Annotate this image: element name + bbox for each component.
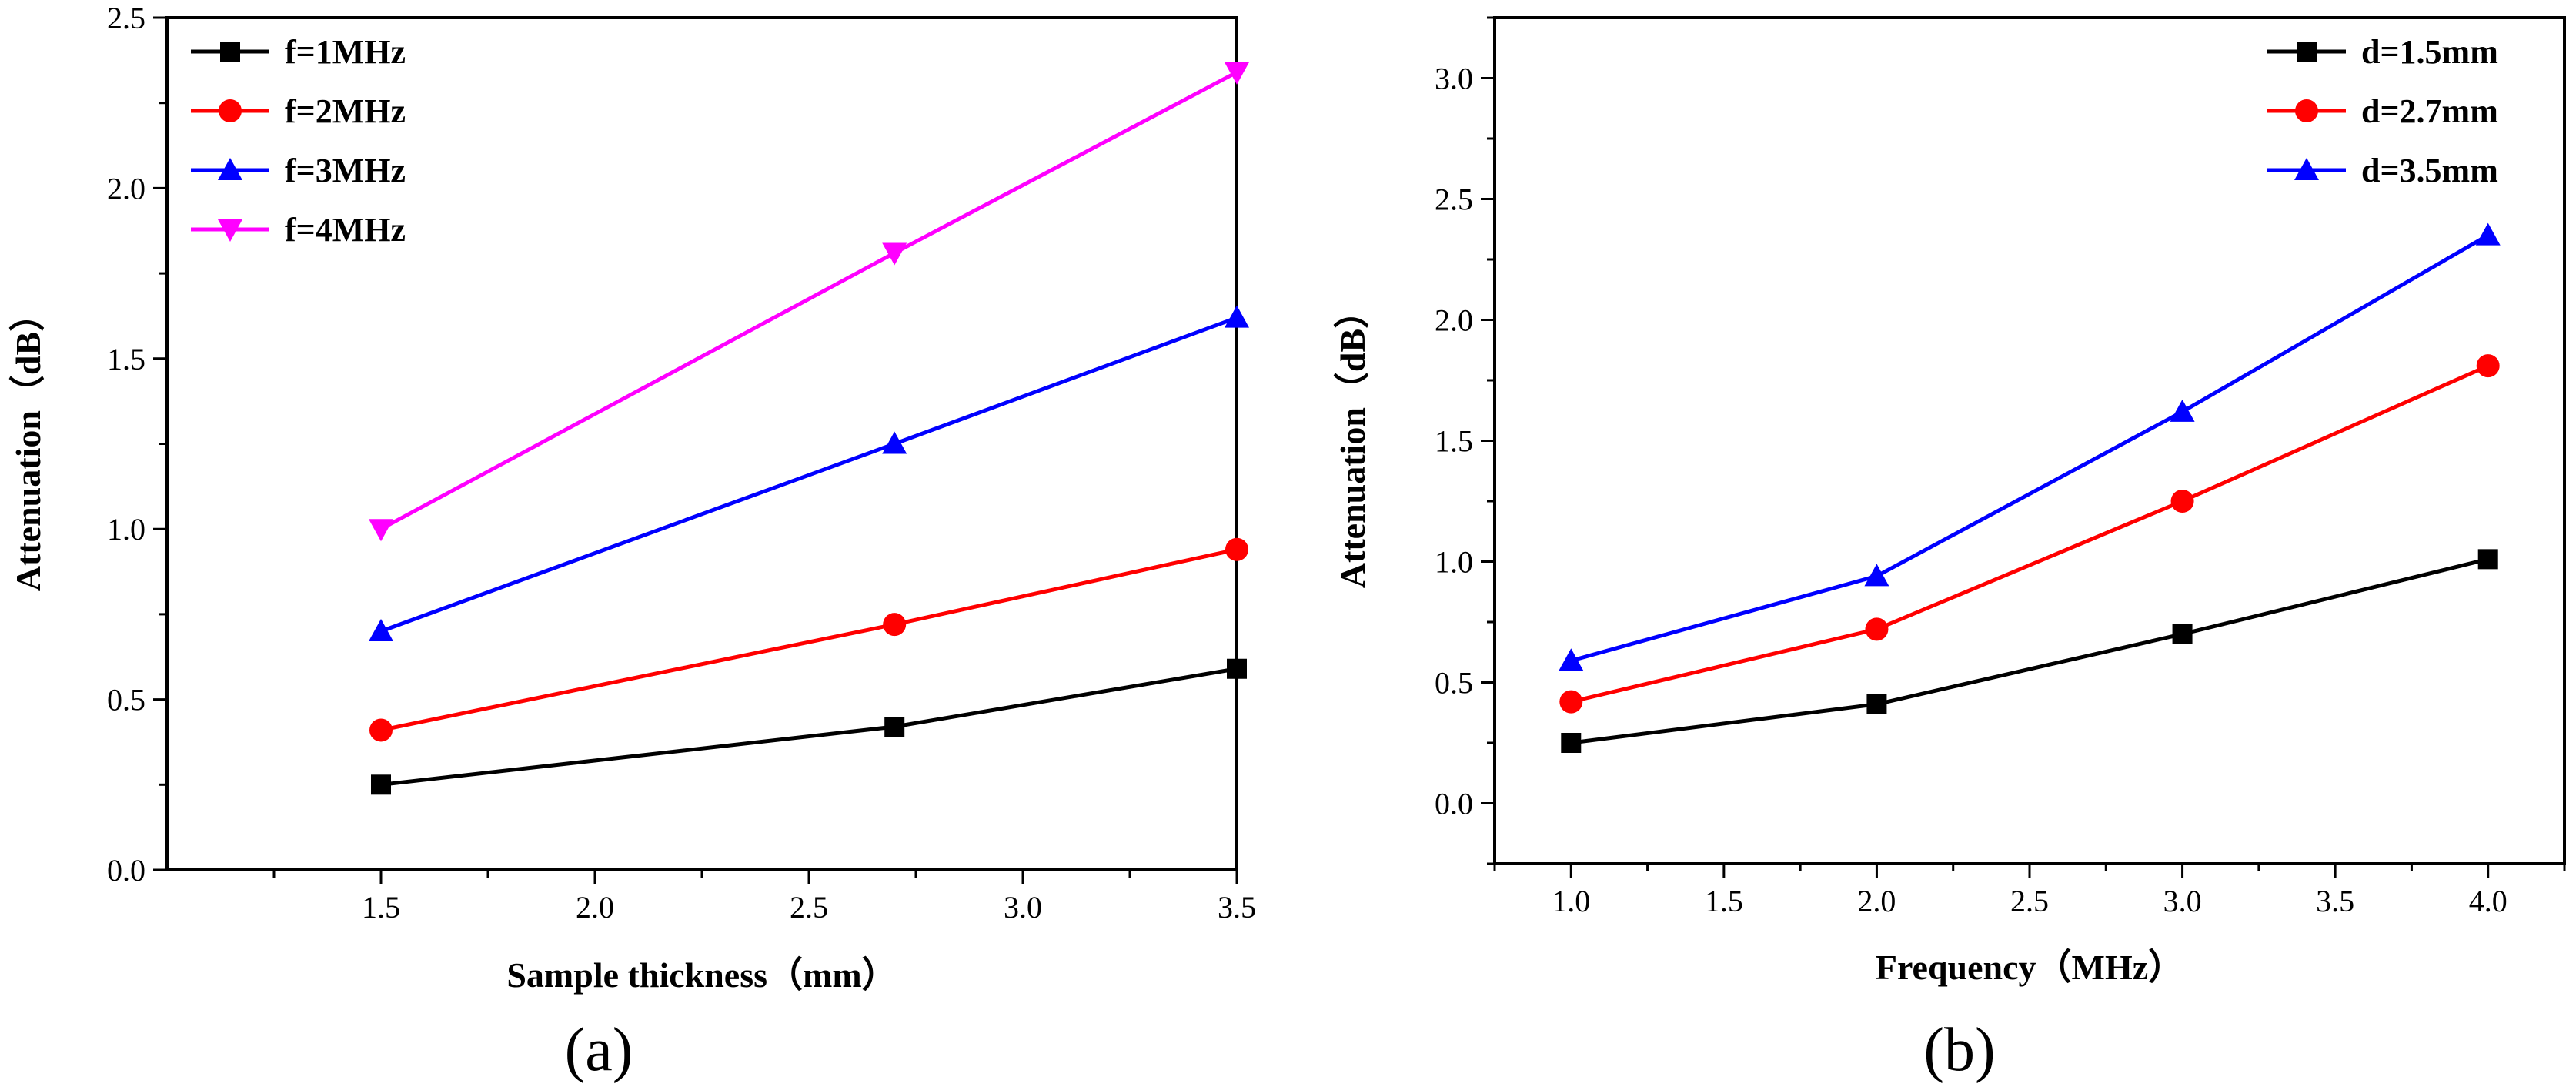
legend-marker xyxy=(218,158,242,180)
y-tick-label: 1.0 xyxy=(1435,545,1473,580)
data-point xyxy=(2170,490,2194,513)
series-line xyxy=(1570,557,2489,745)
data-point xyxy=(1225,537,1248,561)
plot-frame xyxy=(1493,16,2566,865)
x-tick-label: 3.0 xyxy=(2163,884,2202,918)
data-point xyxy=(1559,690,1583,714)
data-point xyxy=(884,717,905,737)
legend-marker xyxy=(220,42,240,62)
x-tick-label: 3.0 xyxy=(1004,890,1042,925)
y-tick-label: 0.0 xyxy=(107,853,145,888)
legend-label: d=3.5mm xyxy=(2361,152,2498,189)
series-f=4MHz xyxy=(369,62,1249,542)
legend-marker xyxy=(2297,42,2317,62)
data-point xyxy=(1225,305,1249,328)
legend-marker xyxy=(218,219,242,242)
data-point xyxy=(2172,624,2193,644)
data-point xyxy=(2475,222,2501,246)
y-tick-label: 2.0 xyxy=(1435,303,1473,338)
legend-label: f=4MHz xyxy=(285,211,406,249)
data-point xyxy=(882,242,907,266)
legend-marker xyxy=(219,99,242,122)
y-tick-label: 0.0 xyxy=(1435,787,1473,821)
x-tick-label: 2.0 xyxy=(576,890,614,925)
data-point xyxy=(2170,399,2195,422)
x-tick-label: 1.5 xyxy=(362,890,400,925)
y-tick-label: 0.5 xyxy=(1435,666,1473,701)
series-line xyxy=(380,547,1238,732)
legend: d=1.5mm d=2.7mm d=3.5mm xyxy=(2267,33,2498,189)
y-tick-label: 1.5 xyxy=(107,342,145,376)
data-point xyxy=(2477,549,2498,570)
data-point xyxy=(369,718,393,742)
legend-marker xyxy=(2294,158,2319,180)
series-line xyxy=(379,70,1238,531)
data-point xyxy=(1864,564,1889,587)
y-tick-label: 3.0 xyxy=(1435,62,1473,96)
data-point xyxy=(369,619,393,642)
series-f=3MHz xyxy=(369,305,1249,642)
legend-label: f=2MHz xyxy=(285,92,406,130)
y-tick-label: 1.0 xyxy=(107,512,145,547)
x-tick-label: 2.5 xyxy=(790,890,828,925)
data-point xyxy=(369,519,393,542)
legend-label: d=1.5mm xyxy=(2361,33,2498,71)
x-tick-label: 3.5 xyxy=(1218,890,1256,925)
x-tick-label: 1.0 xyxy=(1552,884,1590,918)
x-axis-title: Sample thickness（mm） xyxy=(506,955,897,995)
series-line xyxy=(380,667,1238,787)
series-line xyxy=(1570,233,2489,663)
chart-panel-a: 1.5 2.0 2.5 3.0 3.5 0.0 0.5 1.0 1.5 2.0 2.5 Sample … xyxy=(8,1,1256,1084)
series-f=2MHz xyxy=(369,537,1248,742)
x-tick-label: 2.0 xyxy=(1857,884,1896,918)
legend-marker xyxy=(2295,99,2318,122)
y-tick-label: 0.5 xyxy=(107,683,145,717)
x-tick-label: 1.5 xyxy=(1705,884,1743,918)
y-tick-label: 1.5 xyxy=(1435,424,1473,459)
legend: f=1MHz f=2MHz f=3MHz f=4MHz xyxy=(191,33,406,249)
y-axis-title: Attenuation（dB） xyxy=(8,296,48,591)
x-tick-label: 4.0 xyxy=(2469,884,2508,918)
data-point xyxy=(1865,617,1889,641)
data-point xyxy=(2476,354,2500,378)
series-d=2.7mm xyxy=(1559,354,2500,714)
plot-frame xyxy=(165,16,1238,871)
data-point xyxy=(1225,62,1249,85)
y-axis-title: Attenuation（dB） xyxy=(1333,293,1372,588)
data-point xyxy=(1866,694,1887,714)
x-axis-title: Frequency（MHz） xyxy=(1876,948,2183,987)
data-point xyxy=(1561,733,1582,753)
x-tick-label: 2.5 xyxy=(2010,884,2049,918)
panel-caption: (b) xyxy=(1923,1016,1995,1084)
y-tick-label: 2.0 xyxy=(107,171,145,206)
legend-label: d=2.7mm xyxy=(2361,92,2498,130)
data-point xyxy=(1559,648,1584,671)
data-point xyxy=(1227,658,1247,679)
data-point xyxy=(371,774,391,795)
legend-label: f=3MHz xyxy=(285,152,406,189)
legend-label: f=1MHz xyxy=(285,33,406,71)
chart-panel-b: 1.0 1.5 2.0 2.5 3.0 3.5 4.0 0.0 0.5 1.0 1.5 2.0 2.5 3… xyxy=(1333,16,2566,1084)
series-d=3.5mm xyxy=(1559,222,2501,671)
series-line xyxy=(1570,363,2489,704)
y-tick-label: 2.5 xyxy=(107,1,145,35)
data-point xyxy=(882,431,907,454)
data-point xyxy=(883,613,907,637)
y-tick-label: 2.5 xyxy=(1435,182,1473,217)
x-tick-label: 3.5 xyxy=(2316,884,2354,918)
series-line xyxy=(380,316,1238,634)
panel-caption: (a) xyxy=(565,1016,633,1084)
series-d=1.5mm xyxy=(1561,549,2498,753)
series-f=1MHz xyxy=(371,658,1247,795)
